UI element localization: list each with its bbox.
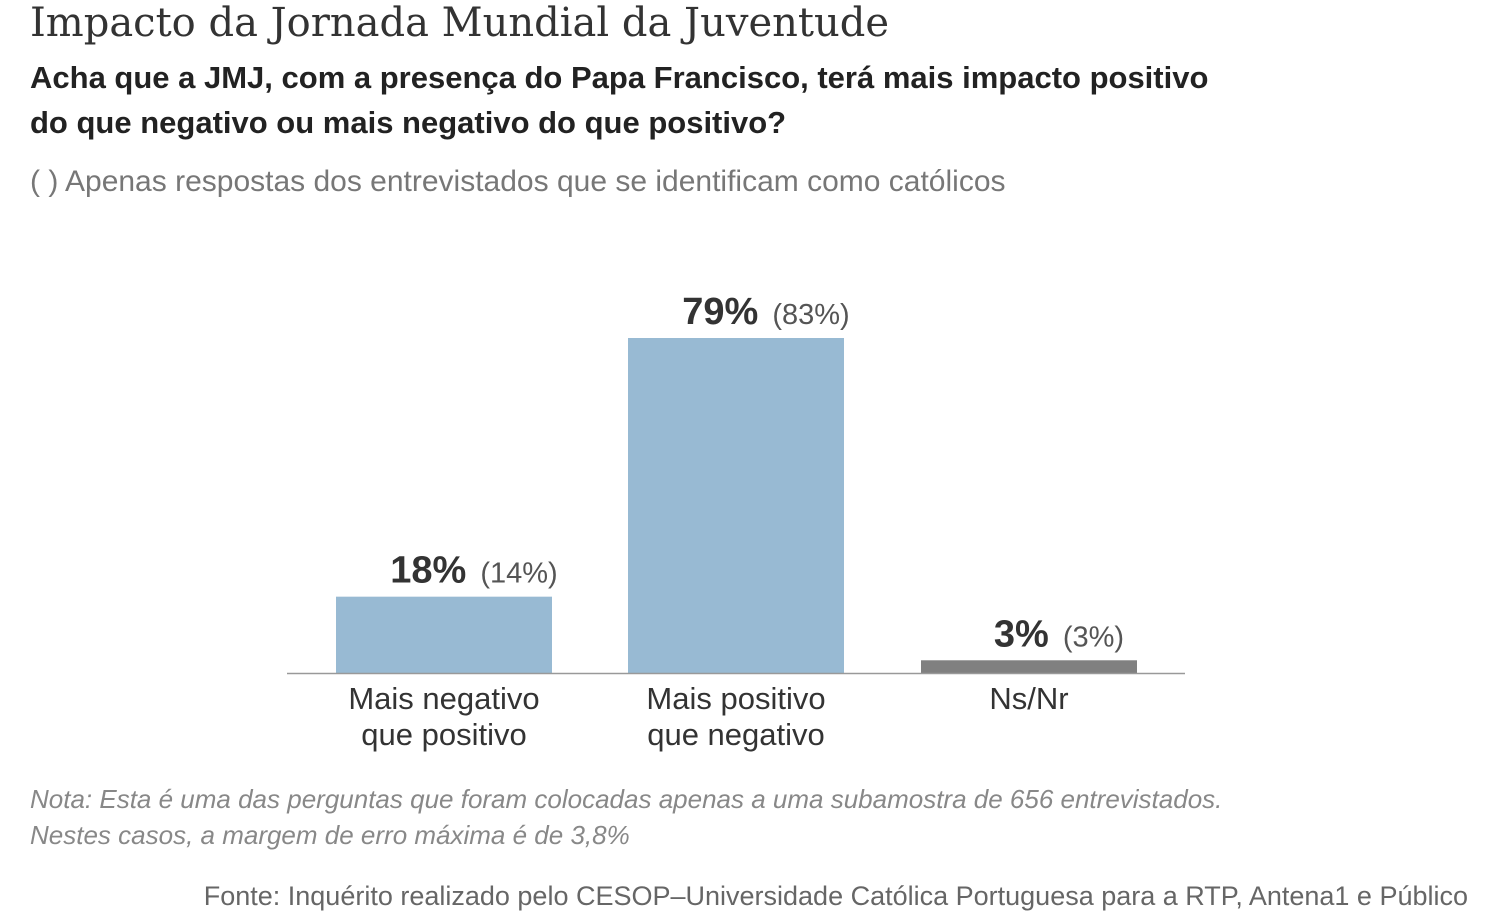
- legend-note: ( ) Apenas respostas dos entrevistados q…: [30, 165, 1006, 198]
- value-label-catholic: (83%): [772, 299, 849, 331]
- bar: [628, 338, 844, 673]
- category-label: que positivo: [361, 717, 526, 752]
- chart-subtitle-line1: Acha que a JMJ, com a presença do Papa F…: [30, 60, 1209, 95]
- note-line2: Nestes casos, a margem de erro máxima é …: [30, 820, 630, 850]
- value-label-all: 79%: [682, 291, 758, 333]
- value-label-all: 3%: [994, 613, 1049, 655]
- category-label: Mais positivo: [646, 681, 825, 716]
- category-label: Mais negativo: [348, 681, 539, 716]
- category-label: Ns/Nr: [989, 681, 1068, 716]
- bar: [336, 596, 552, 673]
- note-line1: Nota: Esta é uma das perguntas que foram…: [30, 784, 1223, 814]
- source-text: Fonte: Inquérito realizado pelo CESOP–Un…: [203, 881, 1468, 911]
- chart-subtitle-line2: do que negativo ou mais negativo do que …: [30, 105, 787, 140]
- value-label-catholic: (3%): [1063, 621, 1124, 653]
- category-label: que negativo: [647, 717, 825, 752]
- chart-title: Impacto da Jornada Mundial da Juventude: [30, 0, 889, 46]
- value-label: 3% (3%): [994, 613, 1124, 655]
- bar: [921, 660, 1137, 673]
- value-label: 79% (83%): [682, 291, 849, 333]
- value-label-all: 18%: [390, 550, 466, 592]
- value-label: 18% (14%): [390, 550, 557, 592]
- value-label-catholic: (14%): [480, 558, 557, 590]
